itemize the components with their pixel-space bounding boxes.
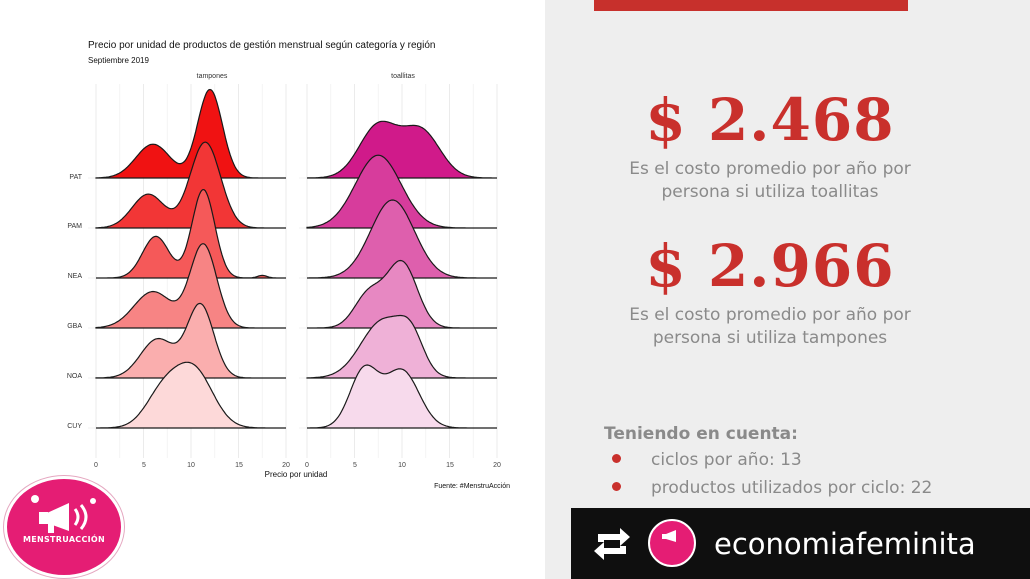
x-tick-5-right: 5 (353, 462, 357, 469)
ridge-tampones-noa (95, 302, 286, 379)
stat-value-tampones: $ 2.966 (645, 232, 895, 300)
ridge-tampones-cuy (96, 361, 286, 429)
stat-value-toallitas: $ 2.468 (645, 86, 895, 154)
ridge-toallitas-cuy (307, 364, 497, 429)
ridge-toallitas-gba (307, 259, 497, 329)
x-tick-20: 20 (282, 462, 290, 469)
x-tick-15-right: 15 (446, 462, 454, 469)
ridge-tampones-pat (95, 88, 286, 179)
stat-toallitas: $ 2.468 Es el costo promedio por año por… (580, 86, 960, 204)
stat-desc-tampones-line1: Es el costo promedio por año por (629, 305, 911, 325)
x-tick-20-right: 20 (493, 462, 501, 469)
repost-bar (571, 508, 1030, 579)
megaphone-icon (31, 495, 96, 533)
row-label-pam: PAM (67, 223, 82, 230)
chart-source: Fuente: #MenstruAcción (434, 483, 510, 490)
note-text-products: productos utilizados por ciclo: 22 (651, 478, 933, 498)
facet-label-toallitas: toallitas (391, 73, 415, 80)
menstruaccion-logo: MENSTRUACCIÓN (4, 476, 124, 578)
facet-label-tampones: tampones (196, 73, 228, 80)
ridge-toallitas-pat (306, 120, 497, 179)
ridge-toallitas-noa (306, 314, 497, 379)
bullet-icon (612, 453, 621, 463)
stat-desc-tampones-line2: persona si utiliza tampones (652, 328, 888, 348)
chart-title: Precio por unidad de productos de gestió… (88, 40, 436, 51)
row-label-pat: PAT (69, 174, 82, 181)
megaphone-icon (662, 530, 676, 542)
x-tick-10-right: 10 (398, 462, 406, 469)
x-tick-0: 0 (94, 462, 98, 469)
x-tick-15: 15 (235, 462, 243, 469)
ridgeline-plot (88, 84, 498, 458)
row-label-gba: GBA (67, 323, 82, 330)
note-item-products: productos utilizados por ciclo: 22 (612, 478, 932, 498)
top-accent-bar (594, 0, 908, 11)
row-label-nea: NEA (67, 273, 82, 280)
row-label-noa: NOA (66, 373, 82, 380)
stat-desc-toallitas-line1: Es el costo promedio por año por (629, 159, 911, 179)
x-tick-5: 5 (142, 462, 146, 469)
repost-handle[interactable]: economiafeminita (714, 527, 976, 561)
chart-subtitle: Septiembre 2019 (88, 56, 149, 65)
notes-title: Teniendo en cuenta: (604, 424, 798, 444)
x-tick-0-right: 0 (305, 462, 309, 469)
ridge-tampones-nea (96, 188, 286, 279)
stat-desc-toallitas-line2: persona si utiliza toallitas (661, 182, 879, 202)
note-text-cycles: ciclos por año: 13 (651, 450, 802, 470)
ridge-tampones-gba (95, 243, 286, 329)
note-item-cycles: ciclos por año: 13 (612, 450, 802, 470)
x-axis-label: Precio por unidad (264, 470, 328, 479)
repost-icon[interactable] (590, 522, 634, 566)
repost-avatar[interactable] (648, 519, 696, 567)
ridge-toallitas-pam (306, 154, 497, 229)
logo-text: MENSTRUACCIÓN (22, 535, 106, 544)
bullet-icon (612, 481, 621, 491)
stat-tampones: $ 2.966 Es el costo promedio por año por… (580, 232, 960, 350)
ridge-tampones-pam (95, 141, 286, 229)
x-tick-10: 10 (187, 462, 195, 469)
ridge-toallitas-nea (307, 199, 497, 279)
row-label-cuy: CUY (67, 423, 82, 430)
